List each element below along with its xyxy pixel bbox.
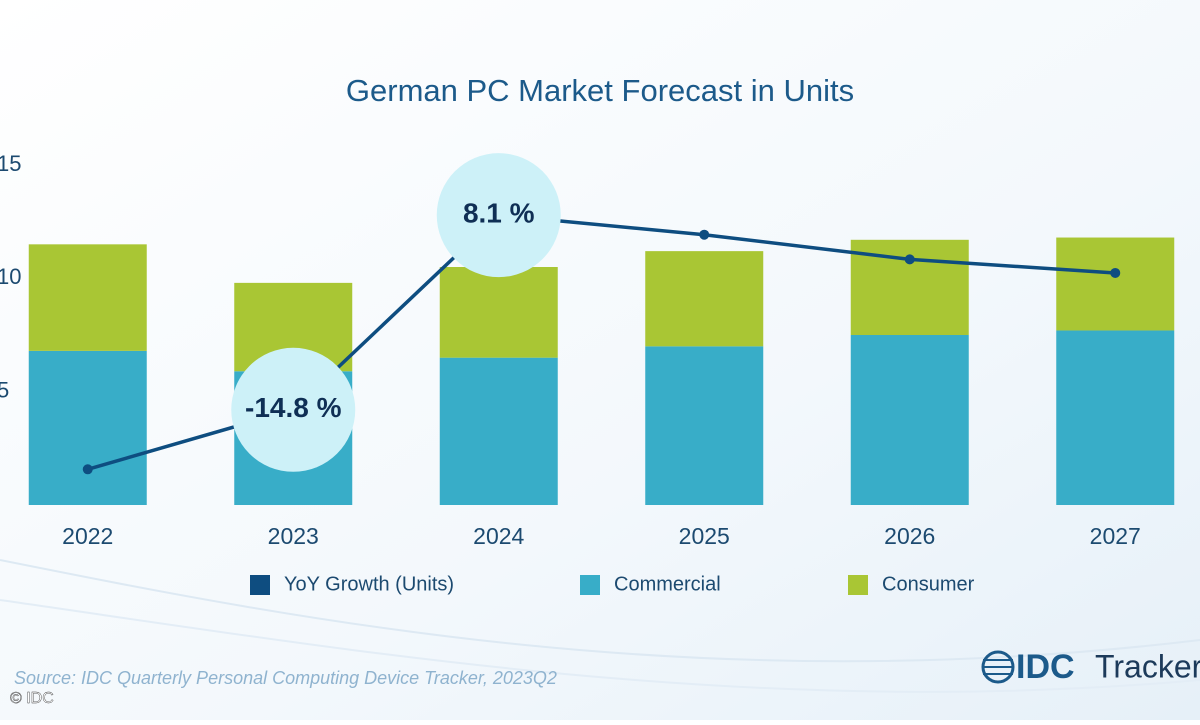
bar-segment [439, 267, 558, 358]
logo: IDC Tracker [981, 648, 1200, 686]
legend-label: Commercial [614, 573, 721, 595]
value-label: 8.1 % [463, 198, 535, 229]
plot: 5 10 15 -14.8 % 8.1 % 2022 2023 2024 2025 2026 202… [0, 151, 1175, 549]
bar-segment [645, 346, 764, 505]
decor-swoosh [0, 599, 1200, 693]
x-tick-label: 2024 [473, 523, 524, 549]
growth-point [699, 229, 710, 240]
x-tick-label: 2027 [1090, 523, 1141, 549]
x-tick-label: 2023 [268, 523, 319, 549]
growth-point [904, 254, 915, 265]
logo-suffix: Tracker [1095, 648, 1200, 684]
logo-text: IDC [1016, 648, 1075, 686]
legend-swatch [580, 575, 600, 595]
y-tick-label: 5 [0, 377, 9, 402]
legend-label: YoY Growth (Units) [284, 573, 454, 595]
bar-segment [439, 357, 558, 505]
growth-point [1110, 267, 1121, 278]
bar-segment [28, 350, 147, 505]
y-tick-label: 15 [0, 151, 21, 176]
legend: YoY Growth (Units) Commercial Consumer [250, 573, 975, 595]
bar-segment [1056, 330, 1175, 505]
value-label: -14.8 % [245, 392, 342, 423]
copyright: © IDC [10, 690, 54, 707]
growth-point [82, 464, 93, 475]
chart-title: German PC Market Forecast in Units [346, 73, 854, 108]
legend-swatch [250, 575, 270, 595]
legend-swatch [848, 575, 868, 595]
value-label-bubble [436, 153, 561, 278]
x-tick-label: 2026 [884, 523, 935, 549]
source-note: Source: IDC Quarterly Personal Computing… [14, 668, 557, 688]
bar-segment [850, 335, 969, 505]
bar-segment [645, 251, 764, 347]
x-tick-label: 2025 [679, 523, 730, 549]
bar-segment [28, 244, 147, 351]
bar-segment [1056, 237, 1175, 331]
legend-label: Consumer [882, 573, 975, 595]
y-tick-label: 10 [0, 264, 21, 289]
x-tick-label: 2022 [62, 523, 113, 549]
value-label-bubble [231, 347, 356, 472]
